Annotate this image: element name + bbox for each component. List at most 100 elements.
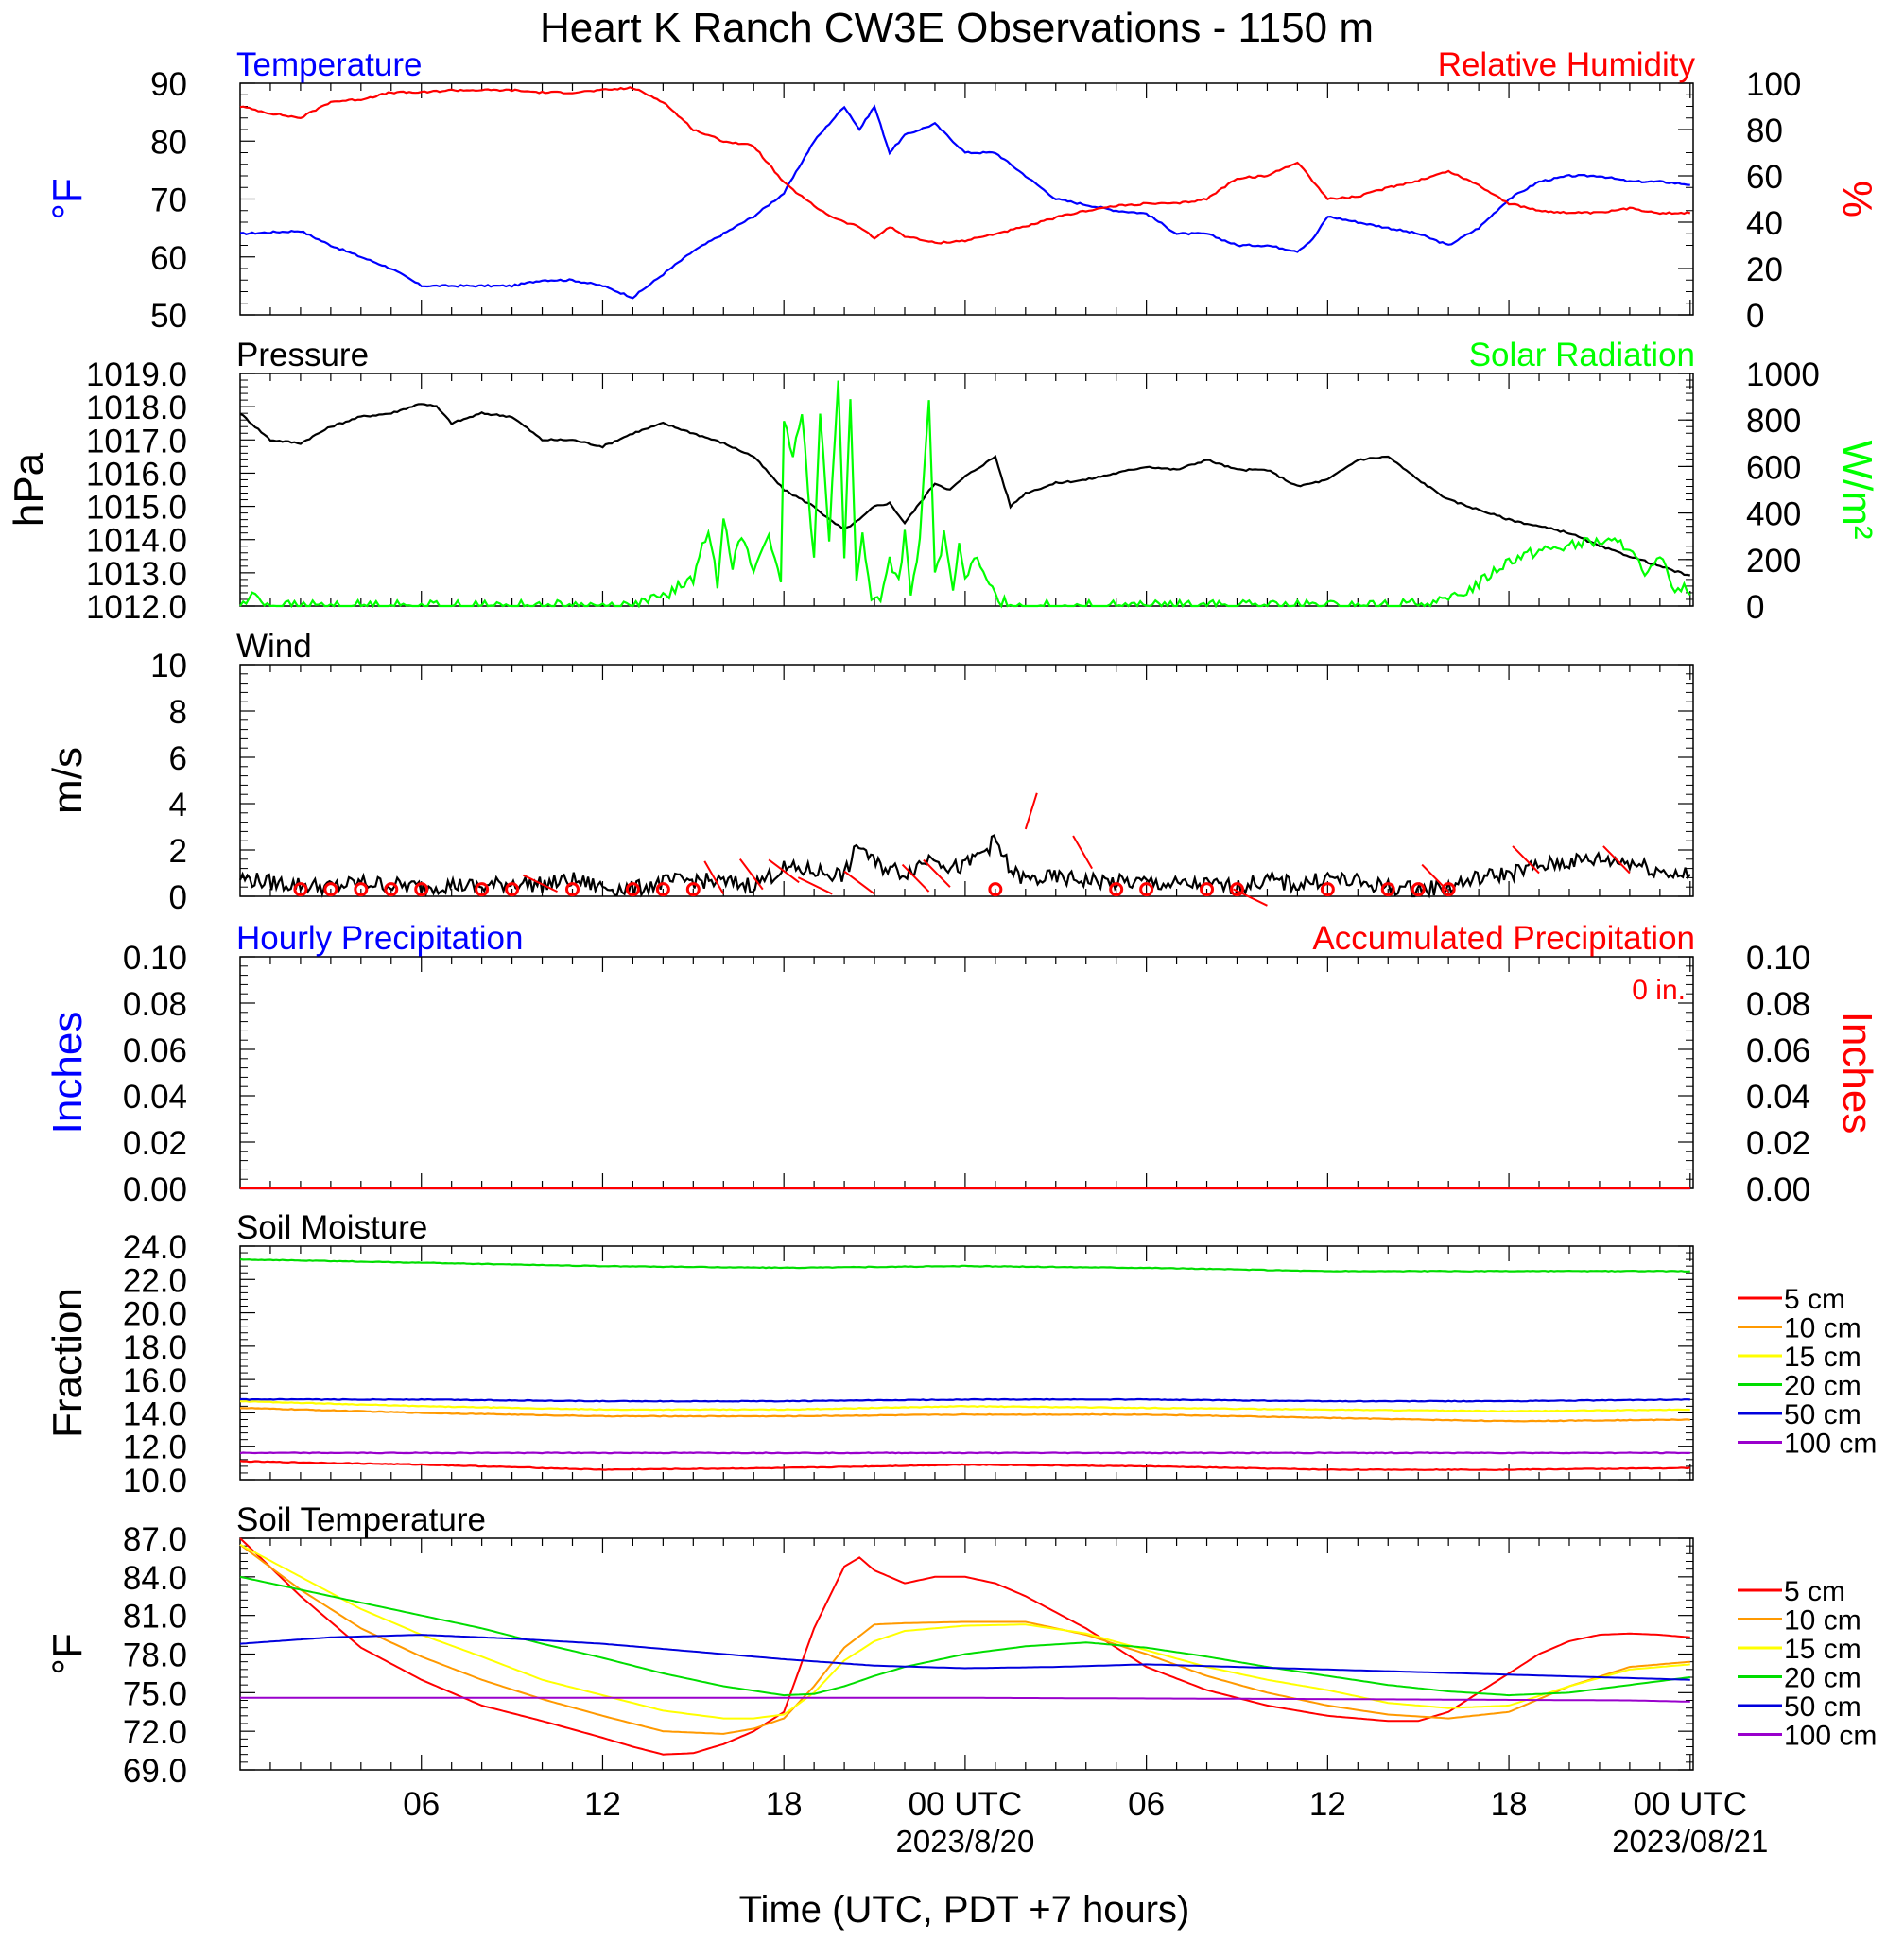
y-tick-label-left: 1018.0 [86, 390, 187, 426]
y-tick-label-left: 16.0 [123, 1362, 187, 1399]
precipitation-ylabel-right: Inches [1834, 1012, 1880, 1135]
series-5-cm [239, 1537, 1690, 1756]
legend-label: 20 cm [1784, 1371, 1861, 1402]
legend-label: 20 cm [1784, 1663, 1861, 1694]
precipitation-frame [239, 956, 1694, 1189]
soil-moisture-panel: 10.012.014.016.018.020.022.024.0 Soil Moi… [44, 1209, 1877, 1499]
series-15-cm [239, 1543, 1690, 1720]
y-tick-label-left: 1016.0 [86, 456, 187, 493]
x-axis-label: Time (UTC, PDT +7 hours) [739, 1889, 1190, 1931]
y-tick-label-right: 100 [1746, 66, 1801, 103]
y-tick-label-right: 0.02 [1746, 1125, 1810, 1162]
y-tick-label-right: 400 [1746, 496, 1801, 533]
x-tick-label: 18 [1491, 1786, 1528, 1823]
y-tick-label-left: 81.0 [123, 1599, 187, 1636]
series-10-cm [239, 1407, 1690, 1423]
calm-wind-marker [1441, 882, 1456, 897]
soil-moisture-frame [239, 1245, 1694, 1481]
temperature-humidity-ylabel-right: % [1834, 181, 1880, 217]
y-tick-label-left: 0.02 [123, 1125, 187, 1162]
wind-barb [843, 870, 875, 895]
pressure-solar-ylabel-right: W/m² [1834, 440, 1880, 539]
y-tick-label-right: 0.04 [1746, 1079, 1810, 1116]
temperature-humidity-series-1 [239, 86, 1691, 245]
y-tick-label-left: 80 [150, 124, 187, 161]
series-10-cm [239, 1544, 1690, 1735]
y-tick-label-left: 1013.0 [86, 556, 187, 593]
legend-label: 15 cm [1784, 1634, 1861, 1665]
series-100-cm [239, 1451, 1690, 1455]
y-tick-label-left: 84.0 [123, 1560, 187, 1597]
temperature-humidity-title-left: Temperature [236, 46, 422, 83]
y-tick-label-left: 6 [169, 740, 187, 777]
calm-wind-marker [1139, 882, 1154, 897]
pressure-solar-title-right: Solar Radiation [1469, 337, 1695, 373]
wind-barb [768, 858, 800, 884]
y-tick-label-left: 1015.0 [86, 490, 187, 527]
series-100-cm [240, 1696, 1690, 1703]
y-tick-label-left: 1012.0 [86, 589, 187, 626]
legend-label: 50 cm [1784, 1399, 1861, 1430]
pressure-solar-title-left: Pressure [236, 337, 369, 373]
wind-barb [523, 874, 558, 893]
y-tick-label-right: 0 [1746, 589, 1764, 626]
pressure-solar-frame [239, 373, 1694, 607]
y-tick-label-right: 200 [1746, 543, 1801, 580]
temperature-humidity-frame [239, 82, 1694, 316]
wind-panel: 0 2 4 6 8 10 Wind m/s [44, 628, 1694, 916]
y-tick-label-left: 0.06 [123, 1032, 187, 1069]
soil-temperature-ylabel-left: °F [44, 1633, 91, 1674]
y-tick-label-right: 20 [1746, 251, 1783, 288]
temperature-humidity-panel: 50 60 70 80 90 0 20 40 60 80 100 Temperature Relativ… [44, 46, 1880, 335]
x-tick-label: 00 UTC [1634, 1786, 1748, 1823]
legend-label: 5 cm [1784, 1284, 1845, 1315]
y-tick-label-left: 4 [169, 787, 187, 823]
y-tick-label-right: 0.00 [1746, 1171, 1810, 1208]
y-tick-label-left: 60 [150, 240, 187, 277]
y-tick-label-left: 0.04 [123, 1079, 187, 1116]
y-tick-label-left: 1017.0 [86, 423, 187, 459]
y-tick-label-right: 800 [1746, 403, 1801, 440]
wind-barb [1602, 845, 1631, 875]
series-50-cm [239, 1634, 1690, 1681]
calm-wind-marker [414, 882, 429, 897]
precipitation-panel: 0.00 0.02 0.04 0.06 0.08 0.10 0.00 0.02 0.04 0.06… [44, 920, 1880, 1208]
y-tick-label-right: 1000 [1746, 356, 1820, 393]
calm-wind-marker [1380, 882, 1395, 897]
pressure-solar-series-0 [239, 403, 1690, 577]
wind-barb [739, 858, 764, 891]
y-tick-label-right: 60 [1746, 159, 1783, 196]
y-tick-label-left: 0.00 [123, 1171, 187, 1208]
soil-temperature-title-left: Soil Temperature [236, 1501, 486, 1538]
wind-barb [1024, 792, 1038, 830]
y-tick-label-left: 70 [150, 182, 187, 219]
y-tick-label-left: 75.0 [123, 1675, 187, 1712]
wind-barb [1072, 835, 1093, 870]
calm-wind-marker [475, 882, 490, 897]
calm-wind-marker [354, 882, 369, 897]
calm-wind-marker [1320, 882, 1335, 897]
y-tick-label-right: 0.10 [1746, 940, 1810, 977]
calm-wind-marker [293, 882, 308, 897]
temperature-humidity-title-right: Relative Humidity [1438, 46, 1696, 83]
y-tick-label-right: 80 [1746, 113, 1783, 149]
x-tick-label: 18 [766, 1786, 803, 1823]
y-tick-label-left: 72.0 [123, 1714, 187, 1751]
y-tick-label-left: 1014.0 [86, 523, 187, 560]
calm-wind-marker [988, 882, 1003, 897]
calm-wind-marker [625, 882, 640, 897]
precipitation-title-left: Hourly Precipitation [236, 920, 523, 957]
y-tick-label-left: 1019.0 [86, 356, 187, 393]
soil-moisture-ylabel-left: Fraction [44, 1288, 91, 1438]
y-tick-label-left: 10.0 [123, 1463, 187, 1499]
temperature-humidity-series-0 [239, 104, 1690, 300]
legend-label: 50 cm [1784, 1691, 1861, 1723]
calm-wind-marker [685, 882, 701, 897]
y-tick-label-left: 87.0 [123, 1521, 187, 1558]
wind-barb [797, 876, 833, 895]
soil-temperature-panel: 69.072.075.078.081.084.087.0 Soil Tempera… [44, 1501, 1877, 1859]
wind-barb [703, 860, 725, 895]
temperature-humidity-ylabel-left: °F [44, 178, 91, 219]
series-20-cm [239, 1575, 1690, 1697]
